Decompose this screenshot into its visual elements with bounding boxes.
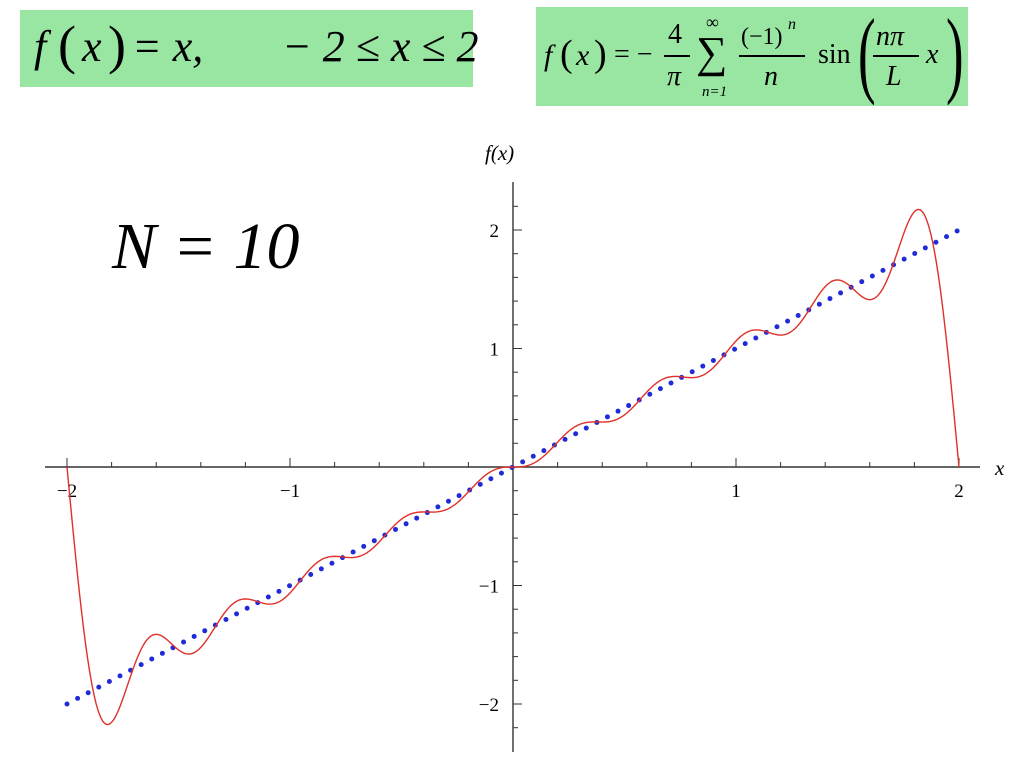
x-tick-label: 1: [731, 481, 741, 502]
x-tick-label: −1: [280, 481, 300, 502]
n-terms-text: N = 10: [112, 210, 300, 283]
series-lhs-x: x: [576, 39, 590, 72]
series-lhs-f: f: [544, 39, 553, 72]
formula-x: x: [82, 22, 102, 71]
y-tick-label: −2: [479, 695, 499, 716]
series-eq-minus: = −: [614, 39, 653, 70]
y-tick-label: 1: [490, 340, 500, 361]
series-lparen: (: [560, 33, 573, 75]
sum-upper: ∞: [706, 12, 719, 32]
formula-equals-x: = x,: [132, 22, 204, 71]
sum-sigma: ∑: [696, 28, 728, 77]
frac-bar-3: [873, 55, 919, 57]
x-tick-label: 2: [954, 481, 964, 502]
frac-bar-1: [664, 55, 690, 57]
series-num-4: 4: [668, 19, 682, 50]
formula-box-right: f ( x ) = − 4 π ∞ ∑ n=1 (−1) n n sin ( n…: [536, 0, 968, 106]
formula-domain: − 2 ≤ x ≤ 2: [282, 22, 479, 71]
sum-lower: n=1: [702, 84, 728, 100]
series-group: [64, 208, 962, 726]
sin-npi: nπ: [876, 21, 905, 52]
term-den: n: [764, 61, 778, 92]
series-line-fourier: [66, 208, 960, 726]
sin-L: L: [886, 61, 902, 92]
term-exp: n: [788, 16, 796, 33]
formula-box-left: f ( x ) = x, − 2 ≤ x ≤ 2: [20, 10, 479, 87]
sin-lparen: (: [858, 0, 876, 106]
frac-bar-2: [739, 55, 805, 57]
n-terms-annotation: N = 10: [112, 214, 300, 280]
sin-label: sin: [818, 39, 851, 70]
formula-lparen: (: [58, 15, 76, 75]
x-axis-label: x: [994, 456, 1005, 480]
series-rparen: ): [594, 33, 607, 75]
formula-f: f: [34, 22, 47, 71]
sin-x: x: [926, 39, 939, 70]
term-num: (−1): [741, 24, 783, 50]
sin-rparen: ): [946, 0, 964, 106]
x-tick-label: −2: [57, 481, 77, 502]
formula-rparen: ): [108, 15, 126, 75]
y-tick-label: −1: [479, 577, 499, 598]
y-axis-label: f(x): [485, 141, 514, 165]
y-tick-label: 2: [490, 221, 500, 242]
ticks: −2 −1 1 2 −2 −1 1 2: [57, 205, 964, 729]
series-den-pi: π: [667, 61, 682, 92]
